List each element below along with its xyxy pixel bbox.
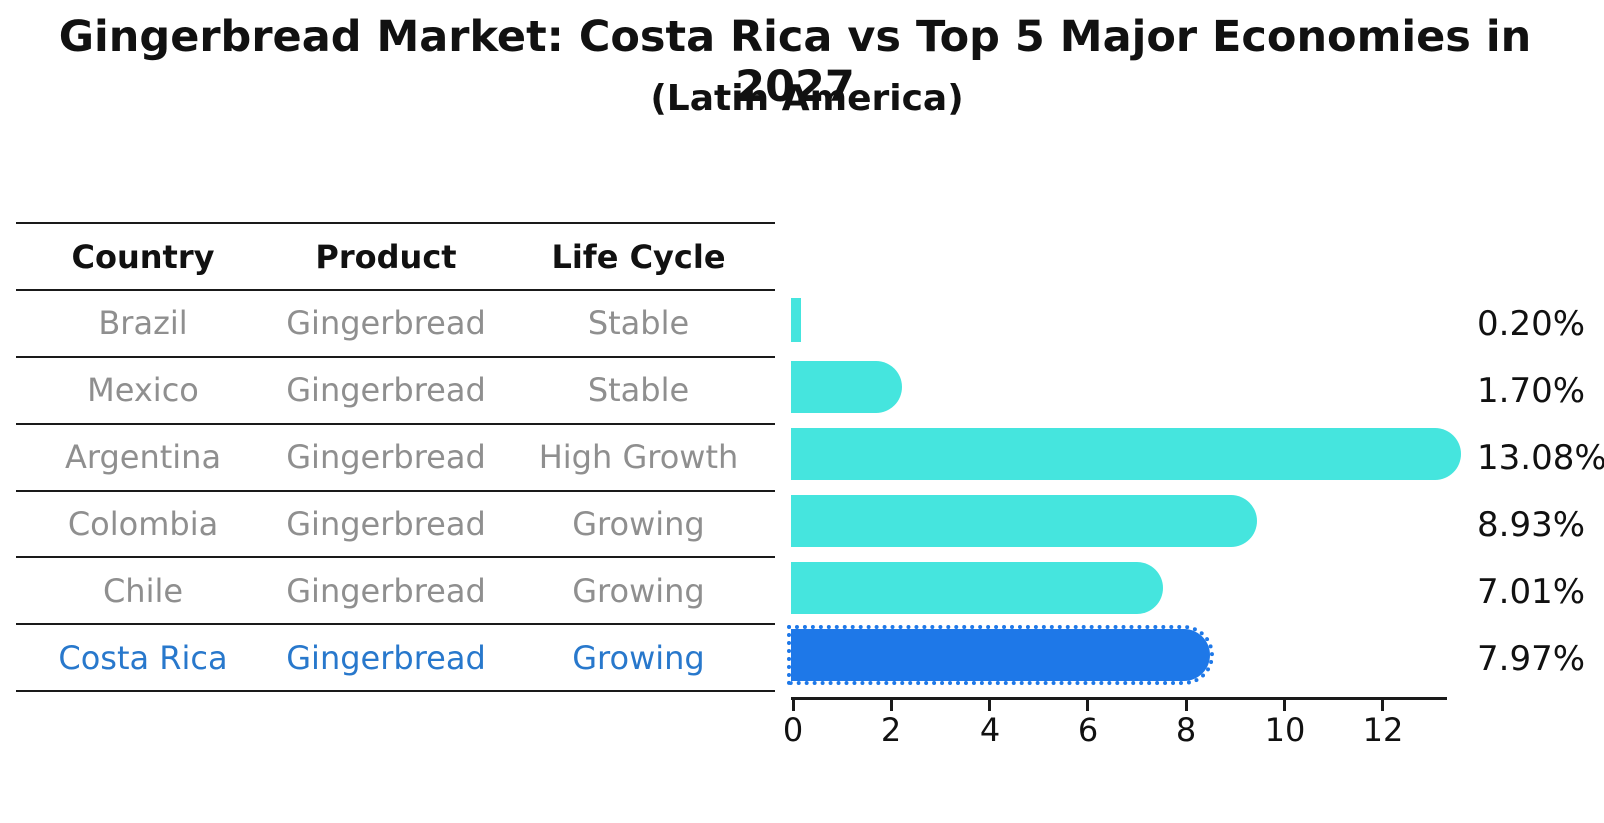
chart-title: Gingerbread Market: Costa Rica vs Top 5 … xyxy=(58,12,1532,112)
bar-value-label: 1.70% xyxy=(1477,371,1586,411)
table-header-life-cycle: Life Cycle xyxy=(551,237,726,276)
table-cell-country: Costa Rica xyxy=(58,638,228,677)
table-cell-product: Gingerbread xyxy=(286,638,486,677)
table-cell-product: Gingerbread xyxy=(286,371,486,410)
bar-chile xyxy=(791,562,1163,614)
table-row-colombia: Colombia Gingerbread Growing xyxy=(16,492,775,557)
x-axis-tick xyxy=(988,700,991,711)
table-cell-country: Chile xyxy=(102,571,184,610)
table-header-product: Product xyxy=(315,237,457,276)
x-axis-tick-label: 4 xyxy=(979,711,1001,749)
table-row-brazil: Brazil Gingerbread Stable xyxy=(16,291,775,356)
x-axis-tick xyxy=(1185,700,1188,711)
table-cell-life-cycle: Stable xyxy=(587,371,690,410)
bar-value-label: 0.20% xyxy=(1477,304,1586,344)
table-cell-product: Gingerbread xyxy=(286,504,486,543)
bar-colombia xyxy=(791,495,1257,547)
table-header-row: Country Product Life Cycle xyxy=(16,224,775,289)
x-axis-tick xyxy=(890,700,893,711)
x-axis-tick-label: 10 xyxy=(1264,711,1306,749)
x-axis-tick xyxy=(1283,700,1286,711)
table-row-costa-rica: Costa Rica Gingerbread Growing xyxy=(16,625,775,690)
table-cell-life-cycle: Growing xyxy=(572,571,705,610)
table-grid-line xyxy=(16,422,775,425)
table-row-chile: Chile Gingerbread Growing xyxy=(16,558,775,623)
bar-value-label: 7.01% xyxy=(1477,572,1586,612)
table-grid-line xyxy=(16,222,775,224)
x-axis-tick-label: 2 xyxy=(880,711,902,749)
table-cell-product: Gingerbread xyxy=(286,304,486,343)
x-axis-tick xyxy=(1381,700,1384,711)
table-cell-product: Gingerbread xyxy=(286,571,486,610)
table-cell-country: Mexico xyxy=(87,371,199,410)
table-grid-line xyxy=(16,556,775,559)
table-row-argentina: Argentina Gingerbread High Growth xyxy=(16,425,775,490)
table-cell-country: Argentina xyxy=(64,438,222,477)
table-cell-product: Gingerbread xyxy=(286,438,486,477)
bar-value-label: 8.93% xyxy=(1477,505,1586,545)
x-axis-tick xyxy=(1086,700,1089,711)
bar-argentina xyxy=(791,428,1461,480)
bar-value-label: 7.97% xyxy=(1477,639,1586,679)
table-grid-line xyxy=(16,355,775,358)
country-table: Country Product Life Cycle Brazil Gingerb… xyxy=(16,222,775,693)
table-grid-line xyxy=(16,623,775,626)
table-cell-life-cycle: Growing xyxy=(572,504,705,543)
x-axis-tick xyxy=(792,700,795,711)
table-header-country: Country xyxy=(71,237,215,276)
x-axis-tick-label: 12 xyxy=(1362,711,1404,749)
table-cell-country: Brazil xyxy=(98,304,188,343)
x-axis-tick-label: 0 xyxy=(782,711,804,749)
x-axis-tick-label: 8 xyxy=(1175,711,1197,749)
x-axis-tick-label: 6 xyxy=(1077,711,1099,749)
x-axis-spine xyxy=(791,697,1447,700)
bar-brazil xyxy=(791,298,801,342)
table-cell-life-cycle: High Growth xyxy=(538,438,739,477)
chart-subtitle: (Latin America) xyxy=(650,78,964,119)
table-grid-line xyxy=(16,289,775,291)
bar-costa-rica xyxy=(787,625,1214,685)
table-cell-life-cycle: Growing xyxy=(572,638,705,677)
table-grid-line xyxy=(16,690,775,693)
bar-value-label: 13.08% xyxy=(1477,438,1604,478)
table-grid-line xyxy=(16,489,775,492)
table-row-mexico: Mexico Gingerbread Stable xyxy=(16,358,775,423)
bar-mexico xyxy=(791,361,902,413)
table-cell-life-cycle: Stable xyxy=(587,304,690,343)
table-cell-country: Colombia xyxy=(67,504,219,543)
